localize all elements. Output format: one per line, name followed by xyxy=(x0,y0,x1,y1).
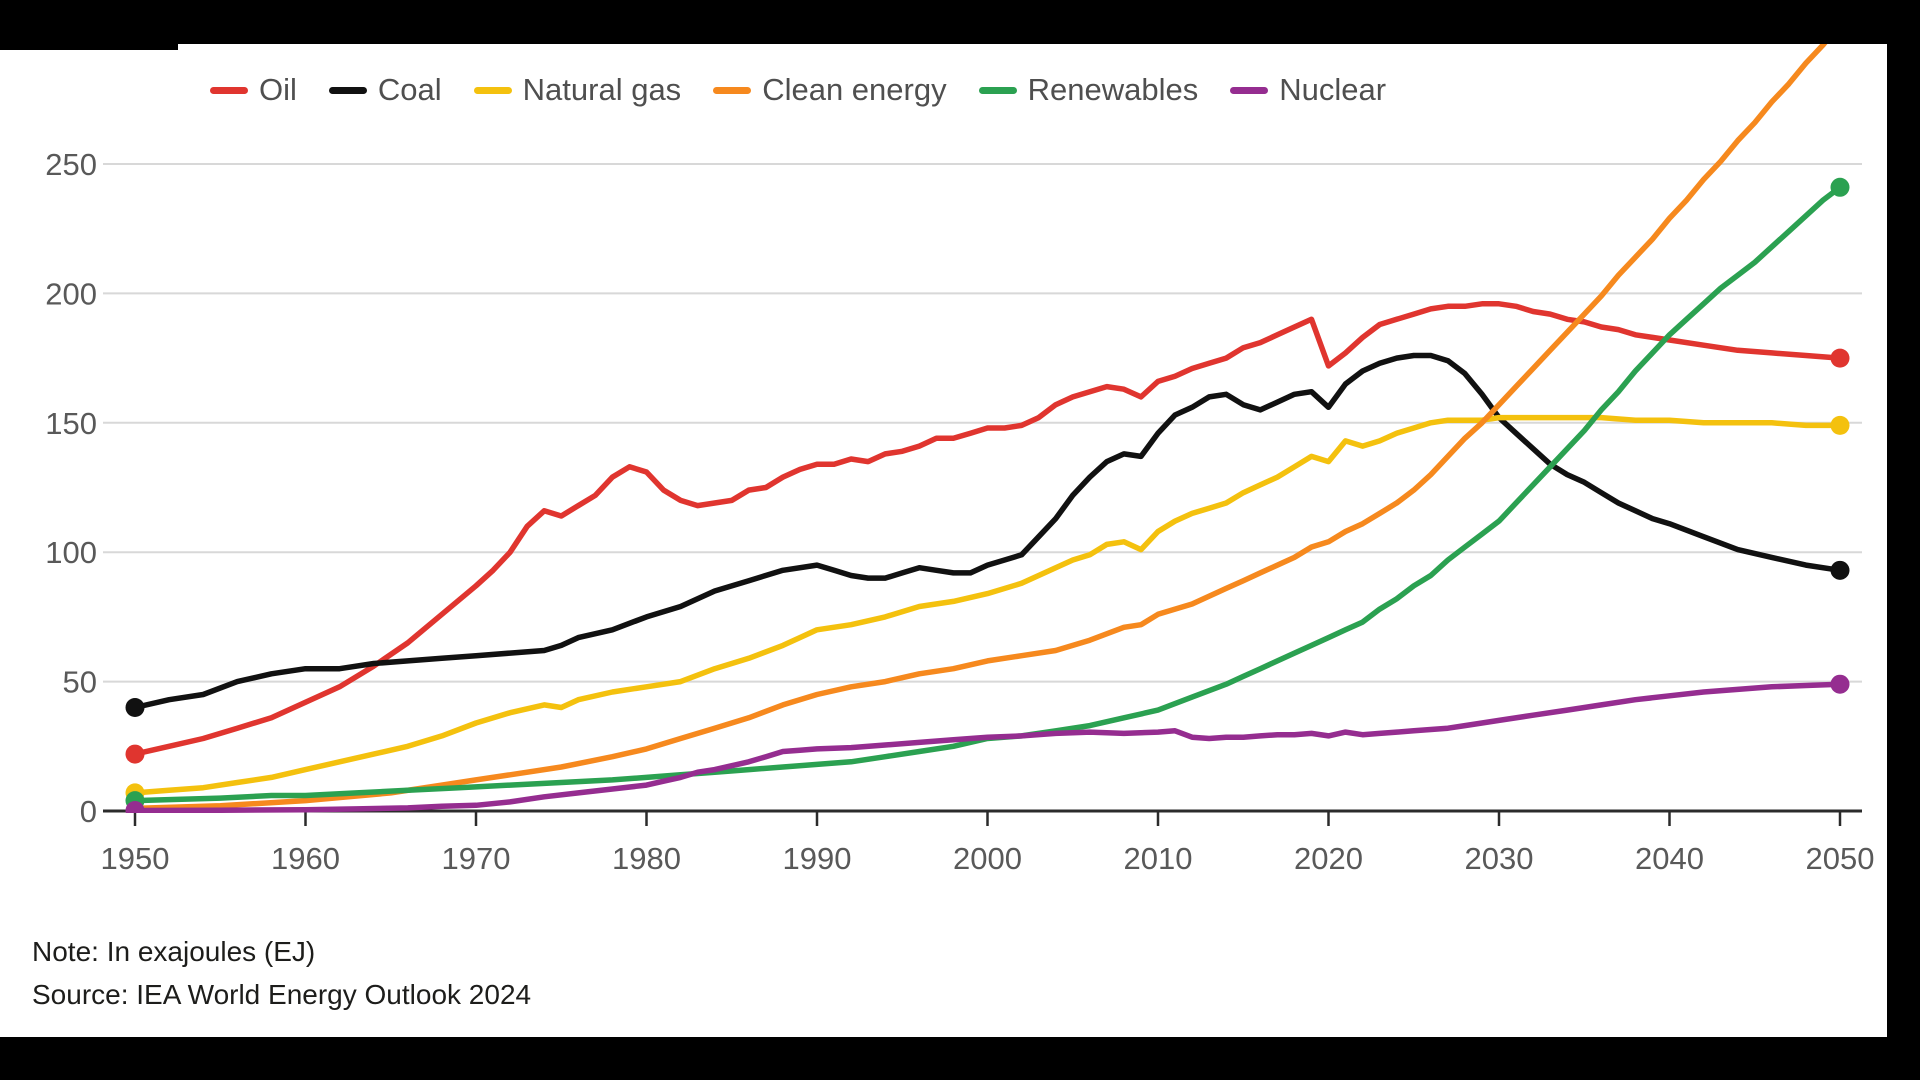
legend-dash-icon-renewables xyxy=(978,86,1017,94)
series-start-dot-oil xyxy=(125,744,145,764)
x-tick-label-2010: 2010 xyxy=(1124,841,1193,876)
series-end-dot-renewables xyxy=(1830,177,1850,197)
letterbox-right-bar xyxy=(1887,0,1920,1080)
x-tick-label-1950: 1950 xyxy=(101,841,170,876)
y-tick-label-50: 50 xyxy=(63,665,97,700)
legend-label-coal: Coal xyxy=(377,72,442,107)
x-tick-label-2000: 2000 xyxy=(953,841,1022,876)
x-tick-label-2020: 2020 xyxy=(1294,841,1363,876)
y-tick-label-100: 100 xyxy=(45,535,97,570)
series-end-dot-nuclear xyxy=(1830,674,1850,694)
legend-item-oil: Oil xyxy=(210,72,297,108)
legend-dash-icon-nuclear xyxy=(1230,86,1269,94)
legend-dash-icon-natural-gas xyxy=(473,86,512,94)
series-end-dot-natural-gas xyxy=(1830,415,1850,435)
series-line-renewables xyxy=(132,184,1843,804)
series-end-dot-oil xyxy=(1830,348,1850,368)
chart-source: Source: IEA World Energy Outlook 2024 xyxy=(32,979,532,1010)
series-line-clean-energy xyxy=(132,44,1828,812)
letterbox-top-left-notch xyxy=(0,0,178,50)
legend-dash-icon-clean-energy xyxy=(713,86,752,94)
y-tick-label-0: 0 xyxy=(80,794,97,829)
legend-item-natural-gas: Natural gas xyxy=(473,72,682,108)
chart-note: Note: In exajoules (EJ) xyxy=(32,936,316,967)
series-start-dot-coal xyxy=(125,697,145,717)
y-tick-label-150: 150 xyxy=(45,406,97,441)
x-tick-label-2050: 2050 xyxy=(1806,841,1875,876)
legend-item-coal: Coal xyxy=(328,72,442,108)
legend-label-renewables: Renewables xyxy=(1027,72,1199,107)
series-line-nuclear xyxy=(132,681,1843,813)
series-line-oil xyxy=(132,301,1843,757)
x-tick-label-1980: 1980 xyxy=(612,841,681,876)
series-line-coal xyxy=(132,352,1843,711)
series-end-dot-coal xyxy=(1830,560,1850,580)
x-tick-label-2040: 2040 xyxy=(1635,841,1704,876)
chart-legend: Oil Coal Natural gas Clean energy Renewables… xyxy=(210,72,1386,108)
legend-label-oil: Oil xyxy=(259,72,297,107)
legend-item-renewables: Renewables xyxy=(978,72,1199,108)
legend-dash-icon-oil xyxy=(210,86,248,94)
legend-dash-icon-coal xyxy=(328,86,367,94)
y-tick-label-250: 250 xyxy=(45,147,97,182)
plot-area xyxy=(125,44,1850,813)
legend-item-nuclear: Nuclear xyxy=(1230,72,1386,108)
letterbox-bottom-bar xyxy=(0,1037,1920,1080)
y-tick-label-200: 200 xyxy=(45,276,97,311)
legend-label-clean-energy: Clean energy xyxy=(762,72,947,107)
series-start-dot-nuclear xyxy=(125,800,145,813)
x-tick-label-1960: 1960 xyxy=(271,841,340,876)
x-tick-label-1990: 1990 xyxy=(783,841,852,876)
legend-label-nuclear: Nuclear xyxy=(1279,72,1387,107)
legend-item-clean-energy: Clean energy xyxy=(713,72,947,108)
letterbox-top-bar xyxy=(0,0,1920,44)
x-tick-label-2030: 2030 xyxy=(1465,841,1534,876)
legend-label-natural-gas: Natural gas xyxy=(522,72,682,107)
x-tick-label-1970: 1970 xyxy=(442,841,511,876)
